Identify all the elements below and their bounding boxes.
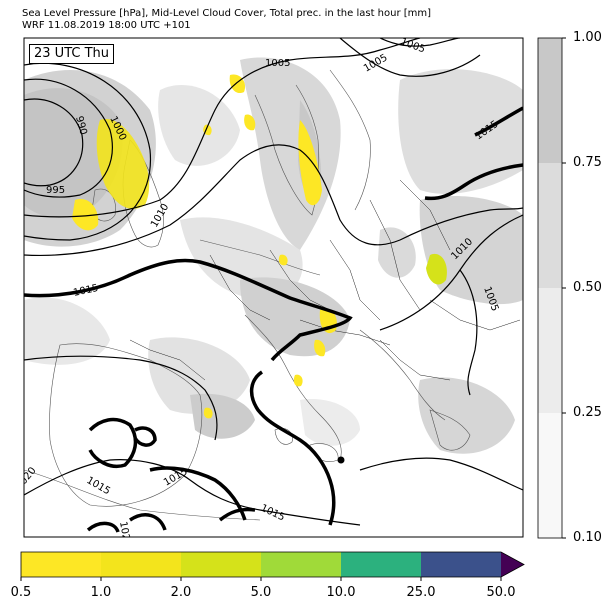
precip-colorbar-label: 10.0 (326, 585, 356, 600)
isobar-label-990: 990 (73, 115, 89, 136)
isobar (339, 38, 481, 77)
precip-colorbar-segment (101, 552, 181, 577)
cloud-area (190, 393, 255, 439)
border (269, 249, 331, 311)
cloud-area (300, 399, 360, 446)
isobar-1015-thick-layer (24, 106, 523, 533)
precip-colorbar-label: 25.0 (406, 585, 436, 600)
isobar (24, 459, 361, 526)
isobar-1015 (88, 417, 138, 468)
coastline (429, 409, 471, 451)
precip-colorbar-segment (261, 552, 341, 577)
precip-colorbar-label: 5.0 (250, 585, 272, 600)
cloud-colorbar-segment (538, 38, 562, 163)
map-frame (23, 37, 524, 538)
precip-colorbar-label: 0.5 (10, 585, 32, 600)
coastline (199, 239, 321, 276)
cloud-colorbar-label: 0.75 (573, 155, 602, 170)
cloud-colorbar-label: 0.50 (573, 280, 602, 295)
cloud-colorbar-segment (538, 163, 562, 288)
isobar (24, 78, 113, 198)
border (399, 179, 451, 251)
title-line-1: Sea Level Pressure [hPa], Mid-Level Clou… (22, 8, 432, 19)
precip-colorbar-label: 2.0 (170, 585, 192, 600)
valid-time-badge: 23 UTC Thu (29, 44, 114, 64)
isobar-1015 (218, 507, 256, 522)
isobar-1015 (149, 466, 247, 521)
border (329, 239, 381, 321)
coastline (244, 314, 342, 461)
cloud-colorbar-segment (538, 288, 562, 413)
cloud-colorbar-label: 0.25 (573, 405, 602, 420)
cloud-area (418, 377, 515, 454)
pressure-marker (337, 456, 345, 464)
isobar (24, 355, 218, 441)
isobar-label-1015-a: 1015 (72, 283, 99, 299)
isobar-1015 (424, 163, 523, 201)
precip-colorbar-segment (341, 552, 421, 577)
coastline (49, 343, 203, 507)
border (299, 319, 391, 346)
coastline (359, 329, 446, 421)
isobar (359, 457, 523, 491)
isobar (24, 62, 152, 241)
cloud-area (398, 69, 523, 194)
isobar-1015 (24, 258, 353, 362)
precip-area (298, 120, 322, 206)
isobar-1015 (249, 370, 336, 526)
isobar (24, 144, 523, 257)
precip-colorbar-segment (181, 552, 261, 577)
border (129, 339, 206, 381)
border (369, 199, 421, 311)
precip-area (72, 199, 99, 231)
precip-area (96, 119, 150, 209)
precipitation-layer (72, 74, 447, 419)
cloud-colorbar-segment (538, 413, 562, 538)
isobar (379, 38, 461, 47)
isobar-1015 (133, 426, 157, 447)
cloud-area (158, 84, 240, 166)
precip-area (203, 407, 213, 419)
title-line-2: WRF 11.08.2019 18:00 UTC +101 (22, 20, 191, 31)
map-title: Sea Level Pressure [hPa], Mid-Level Clou… (22, 8, 431, 32)
isobar-label-1005-a: 1005 (265, 58, 290, 69)
isobar (24, 98, 84, 187)
isobar-1015 (474, 106, 523, 137)
precip-colorbar-segment (21, 552, 101, 577)
cloud-cover-colorbar (537, 37, 566, 539)
border (429, 299, 521, 331)
precip-area (293, 374, 303, 387)
country-borders-layer (129, 179, 521, 381)
cloud-area (378, 227, 416, 278)
coastline (329, 69, 371, 211)
border (209, 254, 271, 321)
cloud-colorbar-label: 1.00 (573, 30, 602, 45)
isobar-label-995: 995 (46, 185, 65, 196)
cloud-area (24, 297, 110, 365)
isobar-1015 (86, 521, 120, 533)
coastline (254, 84, 320, 216)
precip-area (278, 254, 288, 266)
map-area: 1005 1005 1005 1005 990 1000 995 1010 10… (24, 38, 523, 542)
precipitation-colorbar (20, 551, 525, 581)
border (379, 339, 451, 381)
isobar-1015 (129, 513, 167, 531)
isobar-label-1020-partial: 102 (117, 521, 131, 542)
precip-colorbar-label: 1.0 (90, 585, 112, 600)
precip-area (314, 339, 326, 357)
isobar (459, 269, 478, 396)
precip-colorbar-segment (421, 552, 501, 577)
isobar (24, 38, 421, 218)
isobars-layer (24, 38, 523, 526)
cloud-colorbar-label: 0.10 (573, 530, 602, 545)
precip-colorbar-label: 50.0 (486, 585, 516, 600)
precip-area (244, 114, 256, 131)
cloud-area (240, 277, 350, 357)
precip-colorbar-extend-arrow (501, 552, 524, 577)
precip-area (426, 253, 447, 285)
